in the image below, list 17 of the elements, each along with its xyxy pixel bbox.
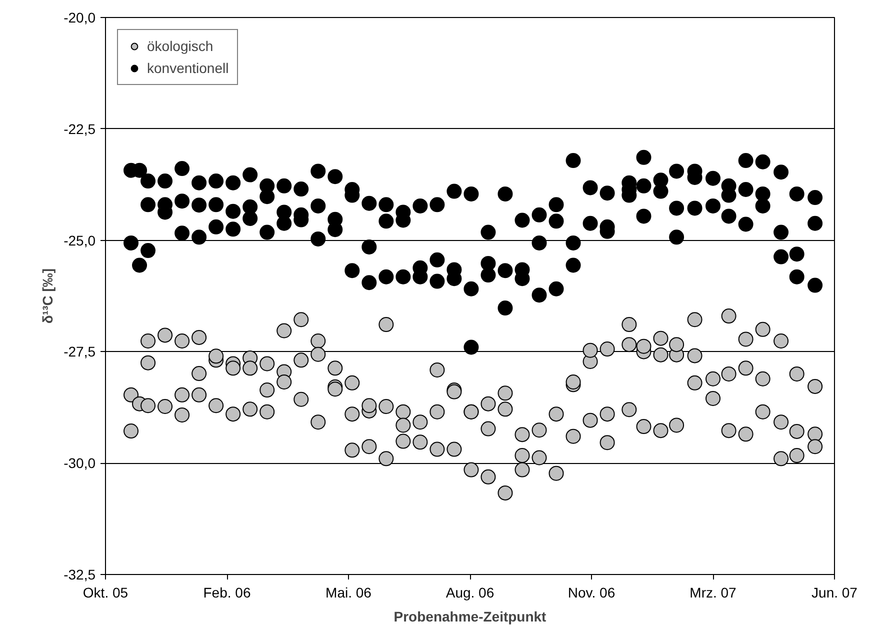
- x-tick-label: Okt. 05: [82, 584, 128, 600]
- x-tick-label: Aug. 06: [446, 584, 494, 600]
- legend-label: konventionell: [147, 60, 229, 76]
- x-tick-label: Mai. 06: [326, 584, 372, 600]
- y-tick-label: -32,5: [64, 566, 96, 582]
- legend-label: ökologisch: [147, 38, 214, 54]
- x-tick-label: Feb. 06: [203, 584, 251, 600]
- y-tick-label: -27,5: [64, 344, 96, 360]
- y-tick-label: -25,0: [64, 232, 96, 248]
- x-tick-label: Jun. 07: [812, 584, 858, 600]
- x-tick-label: Mrz. 07: [690, 584, 737, 600]
- y-tick-label: -22,5: [64, 120, 96, 137]
- y-tick-label: -30,0: [64, 455, 96, 472]
- x-axis-title: Probenahme-Zeitpunkt: [394, 608, 547, 624]
- y-tick-label: -20,0: [64, 10, 96, 26]
- x-tick-label: Nov. 06: [568, 584, 616, 600]
- y-axis-title: δ¹³C [‰]: [40, 268, 56, 324]
